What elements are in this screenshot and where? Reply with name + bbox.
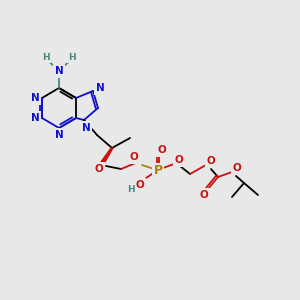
Text: N: N <box>55 130 63 140</box>
Text: O: O <box>200 190 208 200</box>
Text: O: O <box>130 152 138 162</box>
Text: P: P <box>153 164 163 178</box>
Polygon shape <box>101 148 113 162</box>
Text: O: O <box>94 164 103 174</box>
Text: H: H <box>68 52 76 62</box>
Text: H: H <box>42 52 50 62</box>
Text: N: N <box>82 123 90 133</box>
Text: O: O <box>158 145 166 155</box>
Text: N: N <box>31 93 39 103</box>
Text: H: H <box>127 185 135 194</box>
Text: O: O <box>136 180 144 190</box>
Text: O: O <box>232 163 242 173</box>
Text: N: N <box>31 113 39 123</box>
Text: N: N <box>55 66 63 76</box>
Text: O: O <box>175 155 183 165</box>
Text: O: O <box>207 156 215 166</box>
Text: N: N <box>96 83 104 93</box>
